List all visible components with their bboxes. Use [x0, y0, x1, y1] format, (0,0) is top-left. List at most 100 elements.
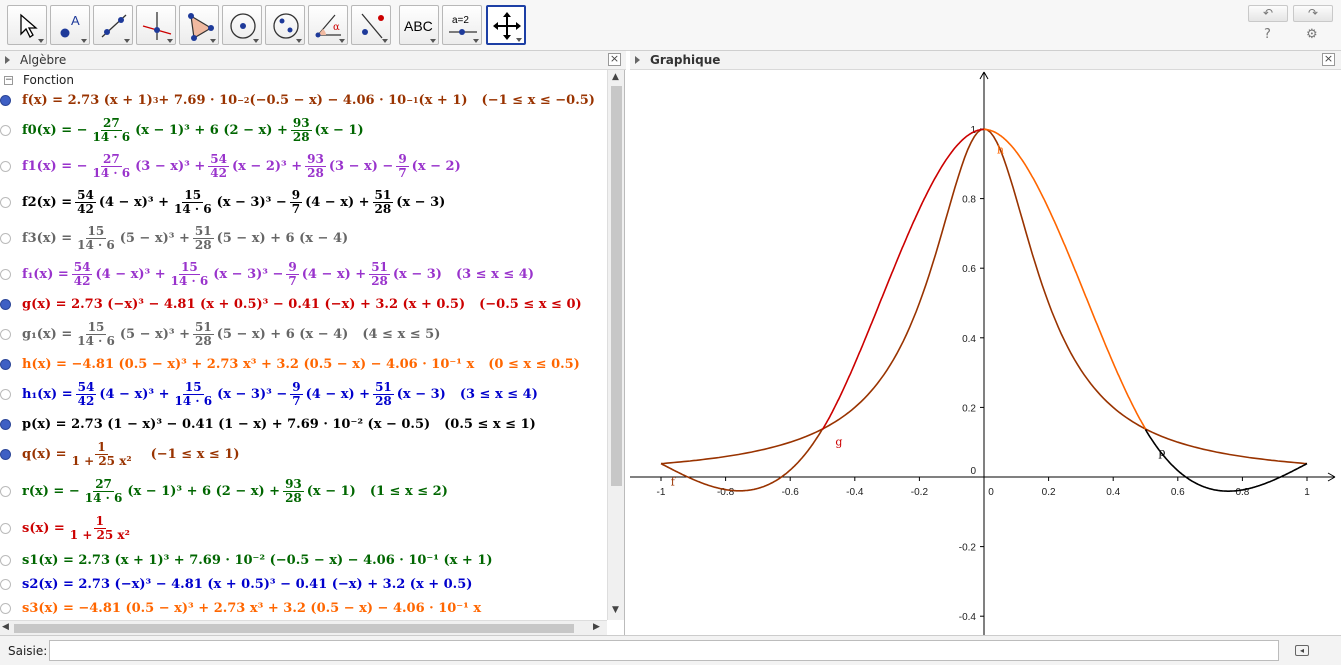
denominator: 14 · 6 — [92, 129, 131, 144]
denominator: 14 · 6 — [174, 393, 213, 408]
denominator: 14 · 6 — [170, 273, 209, 288]
visibility-toggle[interactable] — [0, 161, 11, 172]
expression: + 7.69 · 10 — [158, 92, 238, 108]
slider-tool-button[interactable]: a=2 — [442, 5, 482, 45]
denominator: 28 — [195, 333, 212, 348]
expression: f3(x) = — [22, 230, 73, 246]
visibility-toggle[interactable] — [0, 555, 11, 566]
denominator: 14 · 6 — [77, 237, 115, 252]
expression: (x − 3) — [396, 194, 446, 210]
redo-button[interactable]: ↷ — [1293, 5, 1333, 22]
numerator: 51 — [369, 259, 390, 275]
visibility-toggle[interactable] — [0, 419, 11, 430]
expression: (x − 3)³ − — [217, 386, 288, 402]
input-field[interactable] — [49, 640, 1279, 661]
reflect-tool-button[interactable] — [351, 5, 391, 45]
numerator: 15 — [179, 259, 200, 275]
text-tool-button[interactable]: ABC — [399, 5, 439, 45]
curve-f[interactable] — [660, 428, 824, 492]
visibility-toggle[interactable] — [0, 603, 11, 614]
visibility-toggle[interactable] — [0, 389, 11, 400]
algebra-row-s3[interactable]: s3(x) = −4.81 (0.5 − x)³ + 2.73 x³ + 3.2… — [0, 593, 481, 620]
algebra-row-r[interactable]: r(x) = − 27 14 · 6 (x − 1)³ + 6 (2 − x) +… — [0, 476, 448, 506]
fraction: 27 14 · 6 — [83, 477, 125, 505]
polygon-tool-button[interactable] — [179, 5, 219, 45]
algebra-close-icon[interactable]: × — [608, 52, 621, 66]
move-tool-button[interactable] — [7, 5, 47, 45]
scroll-left-icon[interactable]: ◀ — [2, 622, 9, 632]
scroll-up-icon[interactable]: ▲ — [612, 72, 619, 82]
curve-g[interactable] — [821, 128, 985, 430]
collapse-icon[interactable]: − — [4, 75, 13, 85]
scroll-right-icon[interactable]: ▶ — [593, 622, 600, 632]
category-header[interactable]: − Fonction — [4, 73, 74, 87]
visibility-toggle[interactable] — [0, 486, 11, 497]
algebra-row-f[interactable]: f(x) = 2.73 (x + 1) 3 + 7.69 · 10 −2 (−0.5… — [0, 85, 595, 115]
algebra-row-g-sub-1[interactable]: g₁(x) = 15 14 · 6 (5 − x)³ + 51 28 (5 − x)… — [0, 319, 440, 349]
category-label: Fonction — [23, 73, 75, 87]
line-tool-button[interactable] — [93, 5, 133, 45]
algebra-row-f2[interactable]: f2(x) = 54 42 (4 − x)³ + 15 14 · 6 (x − 3)… — [0, 187, 446, 217]
visibility-toggle[interactable] — [0, 359, 11, 370]
algebra-row-f-sub-1[interactable]: f₁(x) = 54 42 (4 − x)³ + 15 14 · 6 (x − 3)… — [0, 259, 534, 289]
visibility-toggle[interactable] — [0, 579, 11, 590]
expression: (4 − x)³ + — [99, 386, 170, 402]
point-tool-button[interactable]: A — [50, 5, 90, 45]
collapse-arrow-icon[interactable] — [635, 56, 640, 64]
visibility-toggle[interactable] — [0, 269, 11, 280]
expression: (−0.5 − x) − 4.06 · 10 — [249, 92, 407, 108]
fraction: 54 42 — [208, 152, 229, 180]
visibility-toggle[interactable] — [0, 233, 11, 244]
perpendicular-tool-button[interactable] — [136, 5, 176, 45]
collapse-arrow-icon[interactable] — [5, 56, 10, 64]
move-graphics-tool-button[interactable] — [486, 5, 526, 45]
curve-p[interactable] — [1144, 429, 1308, 492]
visibility-toggle[interactable] — [0, 95, 11, 106]
keyboard-icon[interactable]: ◂ — [1295, 645, 1309, 656]
undo-button[interactable]: ↶ — [1248, 5, 1288, 22]
curve-h[interactable] — [984, 128, 1147, 430]
algebra-row-f3[interactable]: f3(x) = 15 14 · 6 (5 − x)³ + 51 28 (5 − x)… — [0, 223, 348, 253]
algebra-row-p[interactable]: p(x) = 2.73 (1 − x)³ − 0.41 (1 − x) + 7.… — [0, 409, 536, 439]
denominator: 42 — [77, 201, 94, 216]
visibility-toggle[interactable] — [0, 329, 11, 340]
visibility-toggle[interactable] — [0, 523, 11, 534]
circle-tool-button[interactable] — [222, 5, 262, 45]
vertical-scrollbar[interactable]: ▲ ▼ — [607, 70, 624, 620]
algebra-row-f0[interactable]: f0(x) = − 27 14 · 6 (x − 1)³ + 6 (2 − x) … — [0, 115, 364, 145]
fraction: 15 14 · 6 — [75, 224, 117, 252]
cursor-icon — [20, 13, 38, 38]
angle-tool-button[interactable]: α — [308, 5, 348, 45]
help-icon[interactable]: ? — [1264, 27, 1271, 42]
scrollbar-thumb[interactable] — [14, 624, 574, 633]
settings-icon[interactable]: ⚙ — [1306, 27, 1318, 42]
y-tick-label: 0.6 — [962, 264, 976, 275]
denominator: 7 — [398, 165, 407, 180]
graphics-view[interactable]: -1 -0.8 -0.6 -0.4 -0.2 0 0.2 0.4 0.6 0.8 1 1 0.8 0.6 0… — [630, 70, 1341, 635]
graph-canvas[interactable]: -1 -0.8 -0.6 -0.4 -0.2 0 0.2 0.4 0.6 0.8 1 1 0.8 0.6 0… — [630, 70, 1341, 635]
scroll-down-icon[interactable]: ▼ — [612, 605, 619, 615]
algebra-row-g[interactable]: g(x) = 2.73 (−x)³ − 4.81 (x + 0.5)³ − 0.… — [0, 289, 582, 319]
visibility-toggle[interactable] — [0, 449, 11, 460]
expression: (x + 1) — [418, 92, 468, 108]
graphics-close-icon[interactable]: × — [1322, 52, 1335, 66]
algebra-row-h-sub-1[interactable]: h₁(x) = 54 42 (4 − x)³ + 15 14 · 6 (x − 3)… — [0, 379, 538, 409]
algebra-row-h[interactable]: h(x) = −4.81 (0.5 − x)³ + 2.73 x³ + 3.2 … — [0, 349, 580, 379]
undo-icon: ↶ — [1262, 6, 1274, 20]
algebra-row-s2[interactable]: s2(x) = 2.73 (−x)³ − 4.81 (x + 0.5)³ − 0… — [0, 569, 472, 599]
horizontal-scrollbar[interactable]: ◀ ▶ — [0, 620, 607, 635]
visibility-toggle[interactable] — [0, 299, 11, 310]
visibility-toggle[interactable] — [0, 125, 11, 136]
curves — [660, 128, 1308, 492]
ellipse-tool-button[interactable] — [265, 5, 305, 45]
expression: (3 − x) − — [328, 158, 394, 174]
algebra-list: − Fonction f(x) = 2.73 (x + 1) 3 + 7.69 · … — [0, 70, 607, 620]
angle-icon: α — [315, 14, 341, 38]
scrollbar-thumb[interactable] — [611, 86, 622, 486]
algebra-row-s1[interactable]: s1(x) = 2.73 (x + 1)³ + 7.69 · 10⁻² (−0.… — [0, 545, 493, 575]
algebra-row-f1[interactable]: f1(x) = − 27 14 · 6 (3 − x)³ + 54 42 (x − … — [0, 151, 461, 181]
visibility-toggle[interactable] — [0, 197, 11, 208]
